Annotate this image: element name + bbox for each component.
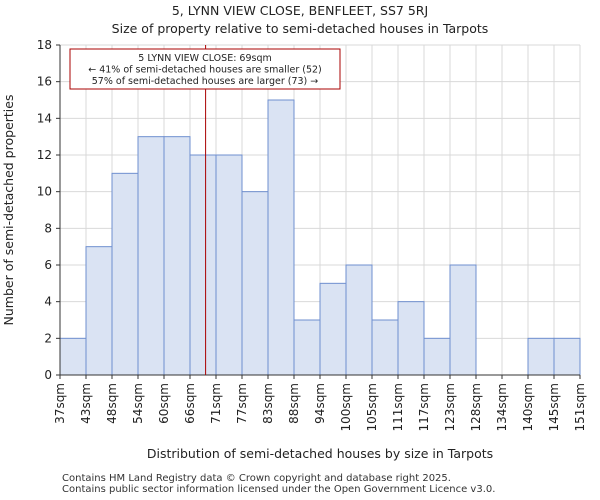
- y-tick-label: 2: [44, 331, 52, 345]
- y-tick-label: 14: [37, 111, 52, 125]
- bar-66sqm: [189, 154, 217, 376]
- x-tick-label: 77sqm: [235, 383, 249, 424]
- x-axis-label: Distribution of semi-detached houses by …: [147, 446, 493, 461]
- x-tick-label: 54sqm: [131, 383, 145, 424]
- chart-title-line1: 5, LYNN VIEW CLOSE, BENFLEET, SS7 5RJ: [171, 3, 429, 18]
- bar-117sqm: [423, 337, 451, 376]
- annotation-box: [69, 48, 341, 90]
- y-tick-label: 6: [44, 258, 52, 272]
- bar-60sqm: [163, 136, 191, 376]
- x-tick-label: 111sqm: [391, 383, 405, 431]
- bar-71sqm: [215, 154, 243, 376]
- chart-title-line2: Size of property relative to semi-detach…: [111, 21, 489, 36]
- bar-111sqm: [397, 301, 425, 376]
- y-tick-label: 4: [44, 295, 52, 309]
- footer-line1: Contains HM Land Registry data © Crown c…: [62, 473, 451, 484]
- x-tick-label: 43sqm: [79, 383, 93, 424]
- bar-54sqm: [137, 136, 165, 376]
- y-axis-label: Number of semi-detached properties: [1, 95, 16, 326]
- y-tick-label: 0: [44, 368, 52, 382]
- x-tick-label: 140sqm: [521, 383, 535, 431]
- x-tick-label: 134sqm: [495, 383, 509, 431]
- x-tick-label: 71sqm: [209, 383, 223, 424]
- bar-145sqm: [553, 337, 581, 376]
- x-tick-label: 66sqm: [183, 383, 197, 424]
- bar-123sqm: [449, 264, 477, 376]
- x-tick-label: 117sqm: [417, 383, 431, 431]
- bar-48sqm: [111, 172, 139, 376]
- bar-140sqm: [527, 337, 555, 376]
- bar-105sqm: [371, 319, 399, 376]
- y-tick-label: 10: [37, 185, 52, 199]
- x-tick-label: 128sqm: [469, 383, 483, 431]
- bar-77sqm: [241, 191, 269, 376]
- bar-100sqm: [345, 264, 373, 376]
- bar-88sqm: [293, 319, 321, 376]
- x-tick-label: 94sqm: [313, 383, 327, 424]
- bar-83sqm: [267, 99, 295, 376]
- bar-37sqm: [59, 337, 87, 376]
- annotation-smaller: ← 41% of semi-detached houses are smalle…: [88, 65, 322, 76]
- y-tick-label: 18: [37, 38, 52, 52]
- y-tick-label: 12: [37, 148, 52, 162]
- x-tick-label: 48sqm: [105, 383, 119, 424]
- annotation-larger: 57% of semi-detached houses are larger (…: [92, 76, 319, 87]
- annotation-title: 5 LYNN VIEW CLOSE: 69sqm: [138, 53, 272, 64]
- x-tick-label: 151sqm: [573, 383, 587, 431]
- y-tick-label: 8: [44, 221, 52, 235]
- x-tick-label: 100sqm: [339, 383, 353, 431]
- footer-line2: Contains public sector information licen…: [62, 484, 496, 495]
- x-tick-label: 123sqm: [443, 383, 457, 431]
- x-tick-label: 37sqm: [53, 383, 67, 424]
- y-tick-label: 16: [37, 75, 52, 89]
- x-tick-label: 88sqm: [287, 383, 301, 424]
- x-tick-label: 83sqm: [261, 383, 275, 424]
- x-tick-label: 105sqm: [365, 383, 379, 431]
- x-tick-label: 60sqm: [157, 383, 171, 424]
- bar-43sqm: [85, 246, 113, 376]
- x-tick-label: 145sqm: [547, 383, 561, 431]
- bar-94sqm: [319, 282, 347, 376]
